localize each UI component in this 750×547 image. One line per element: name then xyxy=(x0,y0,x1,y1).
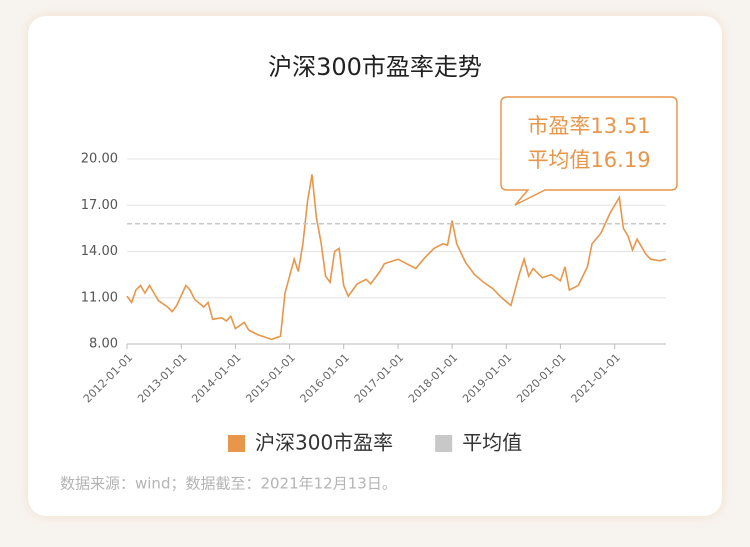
tooltip-box xyxy=(500,96,678,206)
pe-line xyxy=(126,174,667,341)
y-tick-label: 17.00 xyxy=(81,198,118,213)
y-tick-label: 20.00 xyxy=(81,152,118,167)
chart-title: 沪深300市盈率走势 xyxy=(268,53,482,81)
legend-label: 平均值 xyxy=(462,431,522,455)
tooltip-text: 市盈率13.51 xyxy=(527,114,650,138)
y-tick-label: 14.00 xyxy=(81,244,118,259)
source-note: 数据来源：wind；数据截至：2021年12月13日。 xyxy=(60,475,397,493)
legend-swatch xyxy=(435,435,453,452)
y-tick-label: 8.00 xyxy=(89,337,118,352)
legend-swatch xyxy=(228,435,245,452)
tooltip-text: 平均值16.19 xyxy=(527,148,650,172)
legend-label: 沪深300市盈率 xyxy=(255,431,393,455)
y-tick-label: 11.00 xyxy=(81,290,118,305)
